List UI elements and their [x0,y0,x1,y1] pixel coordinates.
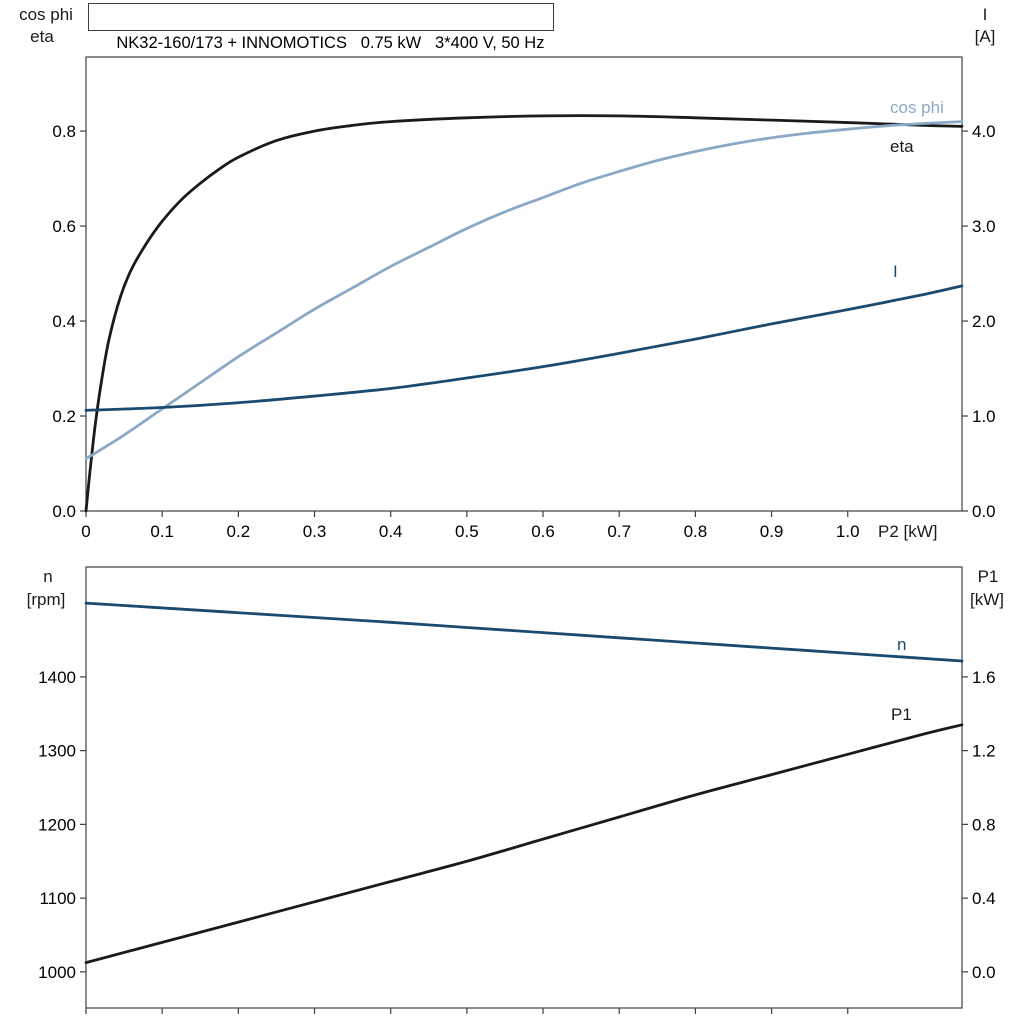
y-right-tick-label: 3.0 [972,217,996,236]
x-tick-label: 0.3 [303,522,327,541]
annotation-i: I [983,5,988,24]
y-right-tick-label: 4.0 [972,122,996,141]
x-tick-label: 0.1 [150,522,174,541]
y-left-tick-label: 0.2 [52,407,76,426]
plot-frame [85,566,963,1009]
annotation-n: n [897,635,906,654]
annotation-p2-[kw]: P2 [kW] [878,522,938,541]
y-left-tick-label: 0.4 [52,312,76,331]
chart-title-box: NK32-160/173 + INNOMOTICS 0.75 kW 3*400 … [88,3,555,52]
x-tick-label: 0.7 [607,522,631,541]
x-tick-label: 0 [81,522,90,541]
y-right-tick-label: 1.0 [972,407,996,426]
annotation-cos-phi: cos phi [19,5,73,24]
y-right-tick-label: 1.6 [972,668,996,687]
chart-title: NK32-160/173 + INNOMOTICS 0.75 kW 3*400 … [116,34,545,52]
y-left-tick-label: 0.8 [52,122,76,141]
speed-and-input-power-curves: 1000 1100 1200 1300 1400 0.0 0.4 0.8 1.2 1.6 n [rpm… [27,566,1004,1014]
annotation-p1: P1 [978,567,999,586]
x-tick-label: 1.0 [836,522,860,541]
y-left-tick-label: 1200 [38,815,76,834]
plot-frame [85,56,963,512]
annotation-p1: P1 [891,705,912,724]
y-right-tick-label: 0.0 [972,502,996,521]
x-tick-label: 0.9 [760,522,784,541]
motor-electrical-curves: 0 0.1 0.2 0.3 0.4 0.5 0.6 0.7 0.8 0.9 1.0 0.0 0.2 0.4… [19,5,996,541]
annotation-eta: eta [30,27,54,46]
series-input-power-P1 [84,723,964,965]
x-tick-label: 0.6 [531,522,555,541]
series-current-I [84,284,964,412]
y-left-tick-label: 1300 [38,742,76,761]
annotation-[a]: [A] [975,27,996,46]
y-right-tick-label: 1.2 [972,742,996,761]
y-right-tick-label: 2.0 [972,312,996,331]
y-left-tick-label: 0.0 [52,502,76,521]
x-tick-label: 0.2 [227,522,251,541]
series-cos-phi [84,120,964,461]
annotation-[kw]: [kW] [970,590,1004,609]
y-right-tick-label: 0.4 [972,889,996,908]
series-speed-n [84,601,964,663]
y-left-tick-label: 1100 [39,889,76,908]
y-left-tick-label: 1000 [38,963,76,982]
annotation-cos-phi: cos phi [890,98,944,117]
annotation-n: n [43,567,52,586]
x-tick-label: 0.5 [455,522,479,541]
series-eta [84,114,964,513]
y-right-tick-label: 0.8 [972,815,996,834]
annotation-[rpm]: [rpm] [27,590,66,609]
y-left-tick-label: 1400 [38,668,76,687]
annotation-i: I [893,262,898,281]
x-tick-label: 0.4 [379,522,403,541]
y-left-tick-label: 0.6 [52,217,76,236]
annotation-eta: eta [890,137,914,156]
x-tick-label: 0.8 [684,522,708,541]
y-right-tick-label: 0.0 [972,963,996,982]
